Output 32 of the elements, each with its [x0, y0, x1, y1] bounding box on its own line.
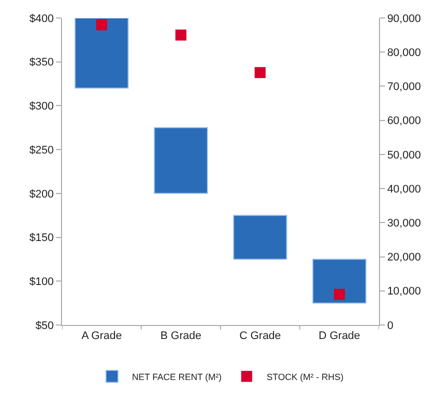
- bar: [233, 214, 288, 260]
- y2-tick-label: 90,000: [387, 12, 421, 25]
- y2-tick-label: 30,000: [387, 218, 421, 230]
- point: [254, 67, 266, 78]
- x-tick-label: D Grade: [318, 330, 360, 342]
- legend-label: STOCK (M² - RHS): [266, 372, 344, 382]
- bar: [154, 127, 208, 194]
- y2-tick-label: 80,000: [387, 46, 421, 59]
- point: [175, 30, 186, 41]
- x-tick-label: B Grade: [160, 330, 202, 342]
- y-tick-label: $100: [29, 276, 54, 288]
- y-tick-label: $400: [29, 12, 54, 25]
- x-tick-label: A Grade: [81, 330, 122, 342]
- point: [96, 19, 108, 30]
- legend-label: NET FACE RENT (M²): [132, 372, 222, 382]
- x-tick-label: C Grade: [239, 330, 281, 342]
- y-tick-label: $50: [35, 320, 54, 332]
- y2-tick-label: 60,000: [387, 115, 421, 128]
- y-tick-label: $350: [29, 56, 54, 69]
- bar: [312, 258, 366, 304]
- bar: [74, 18, 129, 89]
- y2-tick-label: 50,000: [387, 149, 421, 162]
- y2-tick-label: 20,000: [387, 252, 421, 264]
- y-tick-label: $150: [29, 232, 54, 244]
- point: [334, 288, 345, 300]
- y-tick-label: $250: [29, 144, 54, 156]
- y2-tick-label: 40,000: [387, 183, 421, 196]
- y2-tick-label: 0: [387, 320, 394, 332]
- y-tick-label: $200: [29, 188, 54, 200]
- y2-tick-label: 70,000: [387, 81, 421, 94]
- y-tick-label: $300: [29, 100, 54, 113]
- y2-tick-label: 10,000: [387, 286, 421, 298]
